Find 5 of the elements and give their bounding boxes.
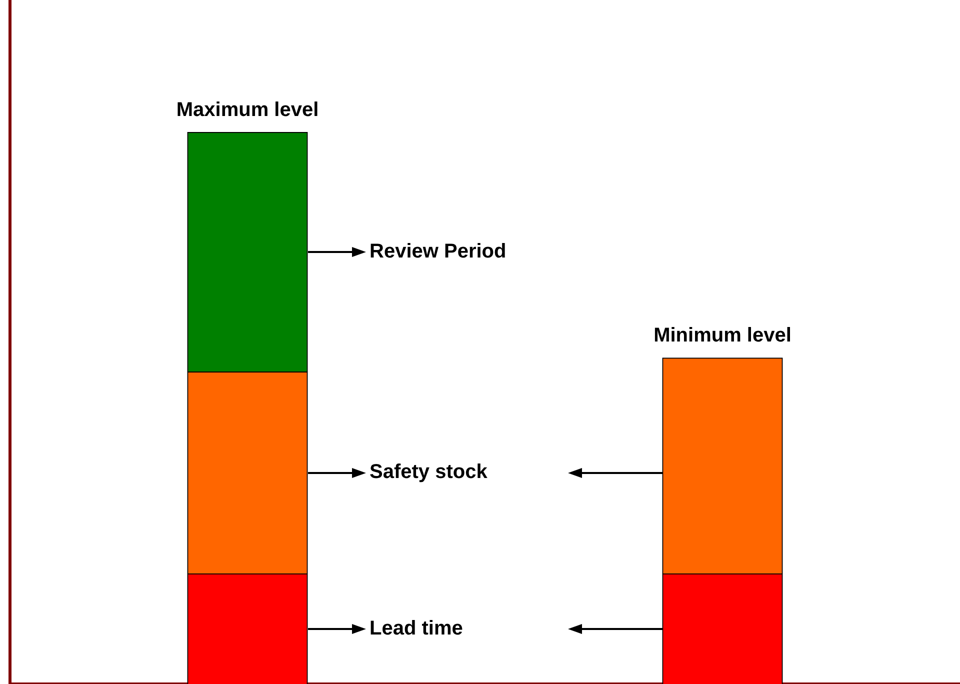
text: Safety stock bbox=[370, 461, 488, 484]
annotation: Minimum level bbox=[654, 324, 792, 347]
text: Review Period bbox=[370, 240, 506, 263]
text: Maximum level bbox=[176, 98, 319, 121]
text: Lead time bbox=[370, 617, 463, 640]
